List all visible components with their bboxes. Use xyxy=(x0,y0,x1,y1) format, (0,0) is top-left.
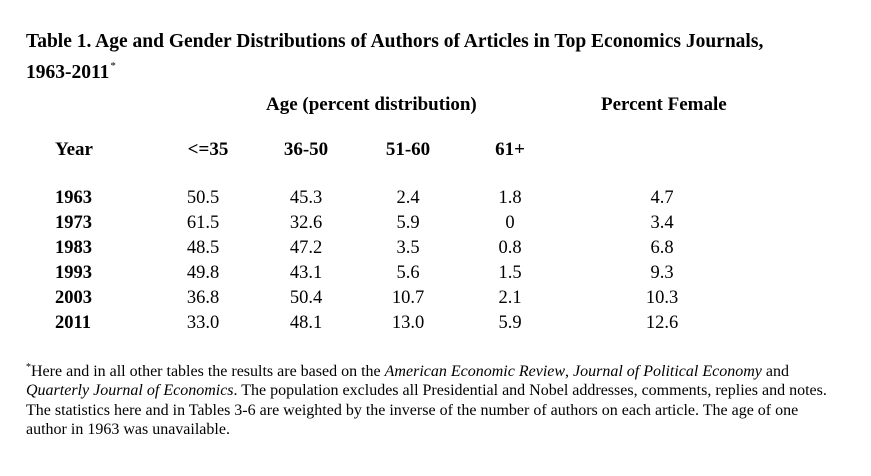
row-year: 1983 xyxy=(55,238,92,258)
title-footnote-mark: * xyxy=(110,60,116,72)
journal-jpe: Journal of Political Economy xyxy=(573,363,762,380)
journal-qje: Quarterly Journal of Economics xyxy=(26,382,234,400)
female-group-header: Percent Female xyxy=(601,94,727,115)
cell-age-35: 33.0 xyxy=(186,313,220,333)
cell-age-36-50: 32.6 xyxy=(289,213,323,233)
table-title-line2: 1963-2011 xyxy=(26,62,110,83)
cell-age-61: 2.1 xyxy=(498,288,522,308)
cell-age-36-50: 47.2 xyxy=(289,238,323,258)
cell-age-36-50: 43.1 xyxy=(289,263,323,283)
column-header-age-35: <=35 xyxy=(187,139,229,160)
journal-aer: American Economic Review xyxy=(384,363,566,380)
cell-female: 12.6 xyxy=(645,313,679,333)
footnote-mark: * xyxy=(26,362,31,373)
table-title-line1: Table 1. Age and Gender Distributions of… xyxy=(26,31,764,52)
cell-age-35: 50.5 xyxy=(186,188,220,208)
footnote-text-4: . The population excludes all Presidenti… xyxy=(26,382,827,438)
row-year: 1973 xyxy=(55,213,92,233)
cell-age-35: 49.8 xyxy=(186,263,220,283)
footnote-text-1: Here and in all other tables the results… xyxy=(31,363,385,380)
cell-age-51-60: 5.6 xyxy=(396,263,420,283)
cell-age-35: 61.5 xyxy=(186,213,220,233)
cell-age-35: 36.8 xyxy=(186,288,220,308)
column-header-year: Year xyxy=(55,139,93,160)
column-header-age-36-50: 36-50 xyxy=(283,139,329,160)
cell-female: 6.8 xyxy=(650,238,674,258)
cell-age-36-50: 50.4 xyxy=(289,288,323,308)
cell-female: 10.3 xyxy=(645,288,679,308)
cell-female: 3.4 xyxy=(650,213,674,233)
column-header-age-61: 61+ xyxy=(495,139,525,160)
cell-age-51-60: 3.5 xyxy=(396,238,420,258)
row-year: 1963 xyxy=(55,188,92,208)
age-group-header: Age (percent distribution) xyxy=(266,94,477,115)
cell-age-51-60: 13.0 xyxy=(391,313,425,333)
row-year: 2003 xyxy=(55,288,92,308)
cell-age-51-60: 5.9 xyxy=(396,213,420,233)
column-header-age-51-60: 51-60 xyxy=(385,139,431,160)
footnote-text-3: and xyxy=(761,363,789,380)
cell-age-61: 0.8 xyxy=(498,238,522,258)
cell-age-36-50: 48.1 xyxy=(289,313,323,333)
cell-age-61: 0 xyxy=(505,213,515,233)
cell-age-61: 5.9 xyxy=(498,313,522,333)
cell-age-36-50: 45.3 xyxy=(289,188,323,208)
table-footnote: *Here and in all other tables the result… xyxy=(26,358,836,439)
row-year: 1993 xyxy=(55,263,92,283)
cell-age-51-60: 10.7 xyxy=(391,288,425,308)
cell-female: 4.7 xyxy=(650,188,674,208)
cell-age-61: 1.8 xyxy=(498,188,522,208)
footnote-text-2: , xyxy=(565,363,574,380)
cell-female: 9.3 xyxy=(650,263,674,283)
row-year: 2011 xyxy=(55,313,91,333)
cell-age-61: 1.5 xyxy=(498,263,522,283)
table-title: Table 1. Age and Gender Distributions of… xyxy=(26,30,826,85)
cell-age-51-60: 2.4 xyxy=(396,188,420,208)
cell-age-35: 48.5 xyxy=(186,238,220,258)
